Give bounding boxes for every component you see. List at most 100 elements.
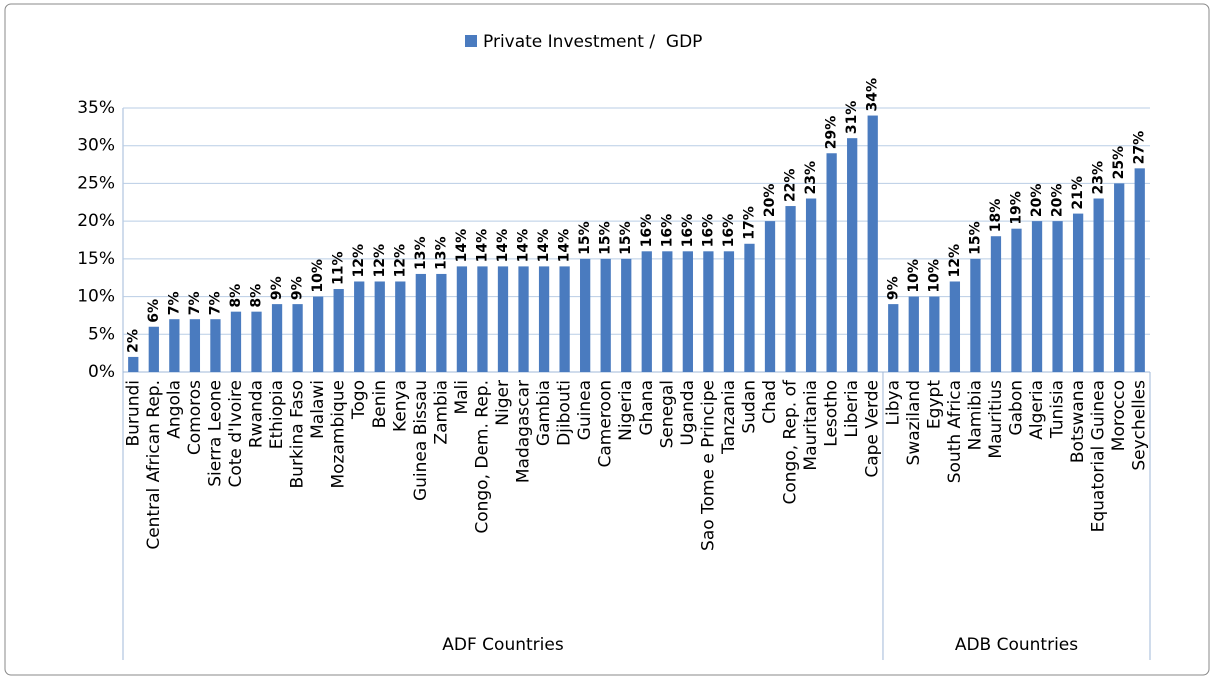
value-label: 21% xyxy=(1070,176,1086,210)
bar xyxy=(785,206,796,372)
bar xyxy=(230,311,242,372)
x-tick-label: Mali xyxy=(452,380,472,415)
x-tick-label: Angola xyxy=(164,380,184,439)
y-tick-label: 30% xyxy=(77,136,115,156)
bar xyxy=(723,251,735,372)
x-tick-label: Togo xyxy=(349,380,369,420)
bar xyxy=(128,356,139,372)
x-tick-label: Burkina Faso xyxy=(288,380,308,488)
value-label: 9% xyxy=(290,276,306,300)
value-label: 14% xyxy=(557,229,573,263)
value-label: 10% xyxy=(906,259,922,293)
value-label: 13% xyxy=(433,236,449,270)
value-label: 18% xyxy=(988,199,1004,233)
x-tick-label: Djibouti xyxy=(555,380,575,446)
x-tick-label: Rwanda xyxy=(247,380,267,448)
value-label: 23% xyxy=(803,161,819,195)
x-tick-label: Equatorial Guinea xyxy=(1089,380,1109,532)
bar xyxy=(559,266,570,372)
value-label: 27% xyxy=(1132,131,1148,165)
bar xyxy=(970,258,981,372)
x-tick-label: Congo, Dem. Rep. xyxy=(472,380,492,534)
legend-swatch xyxy=(465,35,477,47)
bar xyxy=(1031,221,1043,372)
y-tick-label: 35% xyxy=(77,98,115,118)
value-label: 7% xyxy=(187,291,203,315)
x-tick-label: Mauritius xyxy=(986,380,1006,459)
bar xyxy=(436,273,447,372)
bar xyxy=(251,311,262,372)
bar xyxy=(395,281,406,372)
x-tick-label: Sao Tome e Principe xyxy=(698,380,718,551)
x-tick-label: Senegal xyxy=(657,380,677,448)
x-tick-label: Burundi xyxy=(123,380,143,447)
x-tick-label: Guinea Bissau xyxy=(411,380,431,501)
x-tick-label: Madagascar xyxy=(514,380,534,483)
x-tick-label: Mauritania xyxy=(801,380,821,471)
value-label: 11% xyxy=(331,252,347,286)
bar xyxy=(888,304,899,372)
bar xyxy=(682,251,693,372)
value-label: 8% xyxy=(228,284,244,308)
y-tick-label: 25% xyxy=(77,173,115,193)
x-tick-label: Nigeria xyxy=(616,380,636,441)
value-label: 12% xyxy=(372,244,388,278)
value-label: 8% xyxy=(249,284,265,308)
bar xyxy=(744,243,755,372)
x-tick-label: Cote d'Ivoire xyxy=(226,380,246,488)
bar xyxy=(990,236,1002,372)
bar xyxy=(847,138,858,372)
value-label: 2% xyxy=(125,329,141,353)
x-tick-label: Tanzania xyxy=(719,380,739,455)
bar xyxy=(580,258,591,372)
bar xyxy=(949,281,961,372)
bar xyxy=(600,258,611,372)
x-tick-label: Cameroon xyxy=(596,380,616,468)
x-tick-label: Lesotho xyxy=(822,380,842,447)
bar xyxy=(374,281,385,372)
x-tick-label: Botswana xyxy=(1068,380,1088,463)
x-tick-label: Benin xyxy=(370,380,390,428)
x-tick-label: Sierra Leone xyxy=(205,380,225,487)
bar xyxy=(518,266,529,372)
value-label: 17% xyxy=(741,206,757,240)
value-label: 22% xyxy=(783,169,799,203)
bar xyxy=(621,258,632,372)
value-label: 14% xyxy=(536,229,552,263)
bar xyxy=(477,266,488,372)
bar xyxy=(641,251,652,372)
group-label: ADF Countries xyxy=(442,635,564,655)
bar xyxy=(354,281,365,372)
y-tick-label: 20% xyxy=(77,211,115,231)
x-tick-label: Gambia xyxy=(534,380,554,446)
bar xyxy=(826,153,837,372)
bar xyxy=(1052,221,1063,372)
x-tick-label: Swaziland xyxy=(904,380,924,465)
bar xyxy=(1011,228,1022,372)
value-label: 16% xyxy=(639,214,655,248)
value-label: 13% xyxy=(413,236,429,270)
x-tick-label: Algeria xyxy=(1027,380,1047,440)
bar xyxy=(148,326,159,372)
bar xyxy=(929,296,940,372)
value-label: 16% xyxy=(700,214,716,248)
x-tick-label: Tunisia xyxy=(1048,380,1068,439)
x-tick-label: Liberia xyxy=(842,380,862,438)
x-tick-label: Malawi xyxy=(308,380,328,439)
bar xyxy=(764,221,776,372)
bar xyxy=(415,273,426,372)
value-label: 14% xyxy=(516,229,532,263)
value-label: 14% xyxy=(474,229,490,263)
value-label: 29% xyxy=(824,116,840,150)
bar xyxy=(497,266,509,372)
value-label: 15% xyxy=(598,221,614,255)
bar xyxy=(456,266,468,372)
value-label: 23% xyxy=(1091,161,1107,195)
x-tick-label: Mozambique xyxy=(329,380,349,489)
value-label: 16% xyxy=(721,214,737,248)
value-label: 9% xyxy=(885,276,901,300)
bar xyxy=(908,296,919,372)
x-tick-label: Egypt xyxy=(924,380,944,429)
value-label: 15% xyxy=(967,221,983,255)
